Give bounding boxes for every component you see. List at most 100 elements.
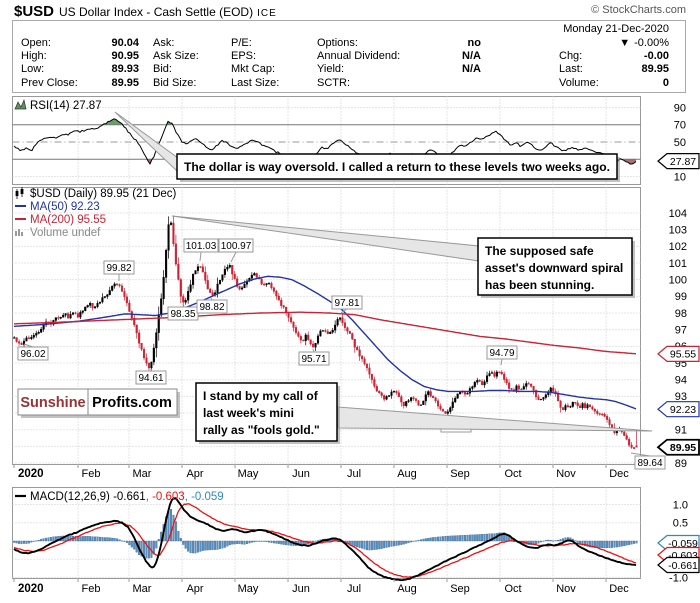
svg-text:95.71: 95.71 (301, 354, 326, 365)
svg-text:90: 90 (674, 102, 686, 114)
svg-text:Sep: Sep (450, 468, 470, 480)
svg-text:Sep: Sep (450, 583, 470, 595)
quote-label: Options: (317, 37, 358, 49)
svg-text:I stand by my call of: I stand by my call of (203, 389, 319, 403)
quote-col-fundamentals: P/E: EPS: Mkt Cap: Last Size: (231, 37, 317, 90)
quote-value: 90.95 (111, 50, 139, 63)
quote-label: P/E: (231, 37, 252, 49)
svg-text:97.81: 97.81 (334, 298, 359, 309)
svg-text:50: 50 (674, 137, 686, 149)
price-label: 97.81 (331, 295, 363, 314)
svg-text:May: May (238, 583, 259, 595)
svg-text:2020: 2020 (18, 468, 44, 480)
svg-text:Dec: Dec (609, 468, 629, 480)
svg-text:101: 101 (669, 258, 687, 270)
quote-panel: Monday 21-Dec-2020 Open: 90.04 High: 90.95… (12, 20, 686, 93)
change-percent: -0.00% (634, 37, 669, 49)
svg-text:Dec: Dec (609, 583, 629, 595)
fools-gold-note: I stand by my call of last week's mini ral… (195, 382, 653, 444)
page-title: US Dollar Index - Cash Settle (EOD) (59, 5, 254, 19)
quote-label: Last: (559, 63, 583, 76)
price-label: 98.35 (167, 304, 199, 321)
svg-text:103: 103 (669, 224, 687, 236)
svg-text:100.97: 100.97 (221, 241, 252, 252)
quote-value: N/A (462, 63, 481, 76)
svg-text:98.82: 98.82 (199, 302, 224, 313)
svg-text:101.03: 101.03 (186, 241, 217, 252)
quote-label: Last Size: (231, 76, 280, 89)
svg-text:10: 10 (674, 171, 686, 183)
svg-text:99: 99 (675, 291, 687, 303)
svg-text:-1.0: -1.0 (669, 572, 688, 584)
volume-icon (15, 229, 23, 236)
quote-value: 90.04 (111, 37, 139, 49)
svg-text:102: 102 (669, 241, 687, 253)
svg-text:96.02: 96.02 (20, 349, 45, 360)
price-label: 94.61 (135, 369, 167, 385)
svg-text:Feb: Feb (82, 468, 101, 480)
svg-text:asset's downward spiral: asset's downward spiral (485, 261, 623, 275)
svg-text:0.5: 0.5 (673, 518, 688, 530)
svg-text:70: 70 (674, 120, 686, 132)
macd-histogram (13, 509, 638, 559)
svg-text:Aug: Aug (397, 583, 417, 595)
svg-text:MACD(12,26,9) -0.661, -0.603,: MACD(12,26,9) -0.661, -0.603, -0.059 (30, 491, 224, 503)
spiral-note: The supposed safe asset's downward spiral… (171, 215, 635, 298)
price-label: 89.64 (630, 452, 666, 470)
quote-label: Bid Size: (153, 76, 197, 89)
svg-text:rally as "fools gold.": rally as "fools gold." (203, 423, 320, 437)
svg-text:89.95: 89.95 (670, 442, 696, 454)
svg-text:has been stunning.: has been stunning. (485, 278, 594, 292)
svg-text:Nov: Nov (556, 583, 576, 595)
svg-text:94.79: 94.79 (489, 348, 514, 359)
svg-text:-0.059: -0.059 (668, 538, 698, 550)
svg-text:100: 100 (669, 274, 687, 286)
svg-text:Aug: Aug (397, 468, 417, 480)
quote-label: Mkt Cap: (231, 63, 276, 76)
quote-value: 0 (662, 76, 669, 89)
svg-text:95.55: 95.55 (670, 349, 696, 361)
quote-label: High: (21, 50, 47, 63)
svg-text:RSI(14) 27.87: RSI(14) 27.87 (30, 100, 102, 112)
stockcharts-credit: © StockCharts.com (591, 4, 686, 16)
quote-label: Bid: (153, 63, 172, 76)
quote-date: Monday 21-Dec-2020 (563, 23, 669, 35)
svg-text:Volume undef: Volume undef (30, 227, 101, 239)
x-axis-months: 2020 Feb Mar Apr May Jun Jul Aug Sep Oct Nov Dec (13, 464, 629, 480)
axis-value-tag: 95.55 (657, 345, 700, 362)
svg-text:Feb: Feb (82, 583, 101, 595)
svg-text:99.82: 99.82 (106, 263, 131, 274)
quote-label: Open: (21, 37, 51, 49)
quote-label: Chg: (559, 50, 583, 63)
macd-panel: MACD(12,26,9) -0.661, -0.603, -0.059 1.0 0… (12, 487, 700, 584)
axis-value-tag: 89.95 (656, 438, 700, 456)
svg-text:Jun: Jun (292, 583, 310, 595)
quote-label: Low: (21, 63, 45, 76)
x-axis-months-bottom: 2020 Feb Mar Apr May Jun Jul Aug Sep Oct Nov Dec (13, 578, 629, 595)
svg-text:104: 104 (669, 208, 687, 220)
price-label: 98.82 (196, 297, 228, 314)
candlestick-icon (15, 187, 24, 199)
quote-label: Ask Size: (153, 50, 199, 63)
quote-col-options: Options: no Annual Dividend: N/A Yield: N/A… (317, 37, 481, 90)
svg-text:94.61: 94.61 (138, 373, 163, 384)
svg-text:Sunshine: Sunshine (20, 395, 85, 411)
quote-value: 89.95 (641, 63, 669, 76)
quote-label: Annual Dividend: (317, 50, 401, 63)
quote-col-bidask: Ask: Ask Size: Bid: Bid Size: (153, 37, 225, 90)
svg-text:98.35: 98.35 (170, 309, 195, 320)
svg-text:Jul: Jul (347, 468, 361, 480)
chart-canvas: RSI(14) 27.87907050301027.87$USD (Daily)… (12, 96, 700, 595)
quote-label: Prev Close: (21, 76, 78, 89)
quote-value: 89.93 (111, 63, 139, 76)
candlesticks (13, 215, 638, 450)
title-bar: $USD US Dollar Index - Cash Settle (EOD) I… (14, 3, 686, 20)
rsi-icon (14, 98, 27, 110)
svg-text:1.0: 1.0 (673, 499, 688, 511)
svg-text:May: May (238, 468, 259, 480)
rsi-note: The dollar is way oversold. I called a r… (114, 111, 620, 182)
axis-value-tag: -0.059 (657, 534, 700, 552)
axis-value-tag: -0.661 (657, 556, 700, 574)
price-label: 101.03 (183, 238, 219, 262)
svg-text:92.23: 92.23 (670, 404, 696, 416)
